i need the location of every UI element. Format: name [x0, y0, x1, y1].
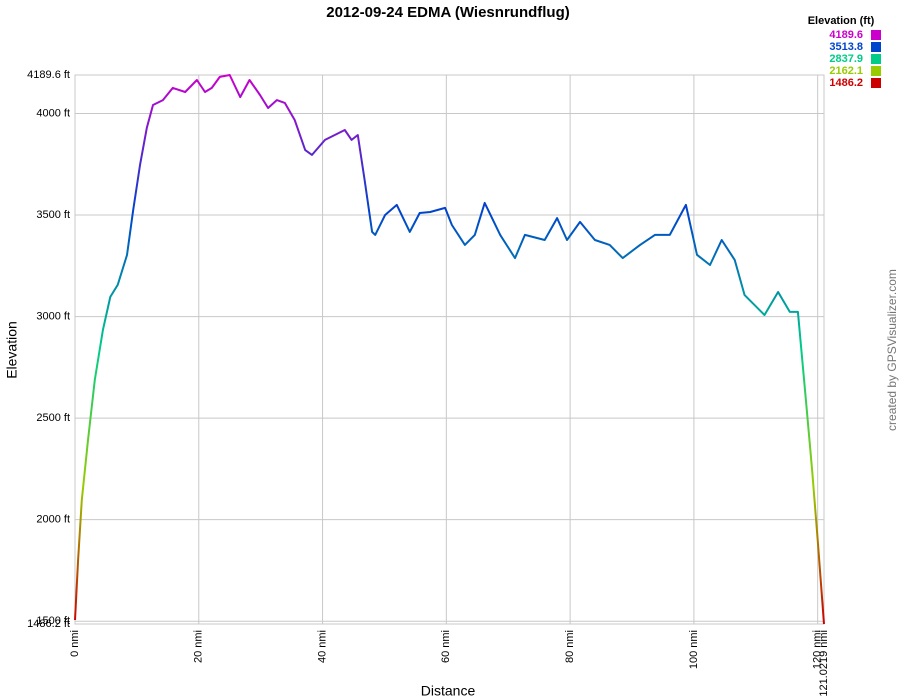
legend-label: 4189.6	[829, 29, 863, 41]
legend-swatch	[871, 30, 881, 40]
legend-swatch	[871, 66, 881, 76]
legend-label: 2162.1	[829, 65, 863, 77]
y-tick-label: 4000 ft	[36, 107, 70, 119]
legend-swatch	[871, 54, 881, 64]
legend-label: 1486.2	[829, 77, 863, 89]
x-tick-label: 120 nmi	[812, 630, 824, 669]
x-tick-label: 80 nmi	[564, 630, 576, 663]
y-tick-label: 3500 ft	[36, 209, 70, 221]
x-tick-label: 100 nmi	[688, 630, 700, 669]
x-tick-label: 121.0219 nmi	[818, 630, 830, 697]
y-tick-label: 2000 ft	[36, 514, 70, 526]
x-tick-label: 60 nmi	[440, 630, 452, 663]
y-tick-label: 3000 ft	[36, 310, 70, 322]
x-tick-label: 20 nmi	[193, 630, 205, 663]
x-tick-label: 0 nmi	[69, 630, 81, 657]
legend-swatch	[871, 78, 881, 88]
elevation-line	[74, 74, 825, 625]
x-tick-label: 40 nmi	[316, 630, 328, 663]
y-tick-label: 1500 ft	[36, 615, 70, 627]
legend-title: Elevation (ft)	[808, 15, 875, 27]
legend-label: 3513.8	[829, 41, 863, 53]
legend-swatch	[871, 42, 881, 52]
legend-label: 2837.9	[829, 53, 863, 65]
chart-title: 2012-09-24 EDMA (Wiesnrundflug)	[326, 4, 570, 21]
y-tick-label: 1486.2 ft	[27, 618, 70, 630]
x-axis-title: Distance	[421, 683, 476, 699]
credit: created by GPSVisualizer.com	[885, 269, 899, 431]
y-tick-label: 2500 ft	[36, 412, 70, 424]
y-axis-title: Elevation	[4, 321, 20, 379]
y-tick-label: 4189.6 ft	[27, 69, 70, 81]
plot-area	[74, 74, 825, 625]
